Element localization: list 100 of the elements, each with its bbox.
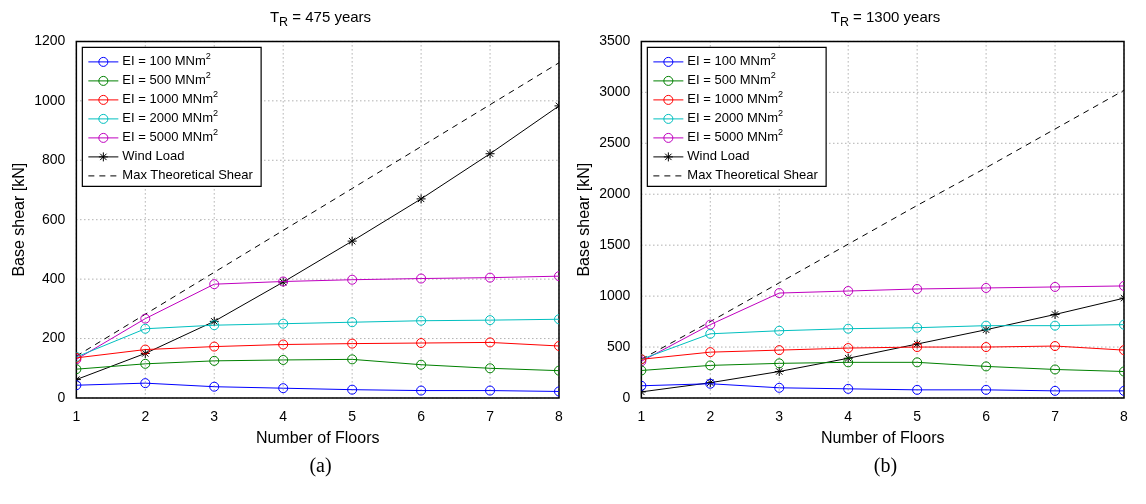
x-tick-label: 5 <box>348 408 357 425</box>
point <box>981 384 992 395</box>
y-tick-label: 600 <box>41 210 66 227</box>
point <box>843 357 854 368</box>
y-tick-label: 1000 <box>34 91 66 108</box>
point <box>347 317 358 328</box>
point <box>209 279 220 290</box>
point <box>1050 341 1061 352</box>
point <box>912 342 923 353</box>
legend-label: Max Theoretical Shear <box>122 167 254 183</box>
point <box>981 342 992 353</box>
y-axis-title: Base shear [kN] <box>10 162 28 277</box>
x-tick-label: 1 <box>637 408 646 425</box>
y-tick-label: 3500 <box>599 32 631 49</box>
x-tick-label: 6 <box>417 408 426 425</box>
point <box>485 363 496 374</box>
legend-label: Wind Load <box>122 148 185 164</box>
point <box>705 319 716 330</box>
point <box>774 358 785 369</box>
x-tick-label: 5 <box>913 408 922 425</box>
x-axis-title: Number of Floors <box>255 428 380 446</box>
point <box>278 383 289 394</box>
point <box>140 358 151 369</box>
point <box>209 316 220 327</box>
point <box>981 324 992 335</box>
point <box>347 338 358 349</box>
x-tick-label: 6 <box>982 408 991 425</box>
x-tick-label: 3 <box>210 408 219 425</box>
point <box>278 318 289 329</box>
y-tick-label: 500 <box>606 337 631 354</box>
y-tick-label: 1200 <box>34 32 66 49</box>
x-tick-label: 3 <box>775 408 784 425</box>
point <box>209 320 220 331</box>
point <box>912 339 923 349</box>
point <box>416 385 427 396</box>
point <box>774 366 785 377</box>
point <box>912 322 923 333</box>
point <box>843 353 854 364</box>
point <box>705 360 716 371</box>
point <box>981 320 992 331</box>
point <box>140 348 151 359</box>
point <box>912 357 923 368</box>
point <box>774 345 785 356</box>
x-tick-label: 4 <box>844 408 853 425</box>
y-tick-label: 800 <box>41 151 66 168</box>
legend-label: Wind Load <box>687 148 750 164</box>
point <box>912 283 923 294</box>
point <box>209 381 220 392</box>
point <box>278 339 289 350</box>
point <box>981 282 992 293</box>
y-tick-label: 400 <box>41 269 66 286</box>
point <box>705 347 716 358</box>
chart-title: T$_{R}$ = 1300 years <box>829 8 941 30</box>
y-tick-label: 2500 <box>599 134 631 151</box>
point <box>843 383 854 394</box>
legend-label: Max Theoretical Shear <box>687 167 819 183</box>
x-tick-label: 7 <box>1051 408 1060 425</box>
point <box>485 315 496 326</box>
point <box>485 272 496 283</box>
point <box>1050 385 1061 396</box>
point <box>774 325 785 336</box>
point <box>278 354 289 365</box>
y-tick-label: 1500 <box>599 236 631 253</box>
x-tick-label: 8 <box>555 408 564 425</box>
x-tick-label: 7 <box>486 408 495 425</box>
point <box>1050 364 1061 375</box>
point <box>843 343 854 354</box>
point <box>774 382 785 393</box>
point <box>485 148 496 159</box>
x-tick-label: 2 <box>141 408 150 425</box>
point <box>843 323 854 334</box>
point <box>981 361 992 372</box>
y-tick-label: 1000 <box>599 286 631 303</box>
point <box>416 338 427 349</box>
y-tick-label: 2000 <box>599 185 631 202</box>
point <box>140 344 151 355</box>
point <box>209 341 220 352</box>
point <box>1050 281 1061 292</box>
y-tick-label: 0 <box>57 388 66 405</box>
point <box>347 274 358 285</box>
point <box>485 385 496 396</box>
x-axis-title: Number of Floors <box>820 428 945 446</box>
chart-title: T$_{R}$ = 475 years <box>268 8 372 30</box>
x-tick-label: 2 <box>706 408 715 425</box>
x-tick-label: 1 <box>72 408 81 425</box>
point <box>1050 320 1061 331</box>
point <box>843 286 854 297</box>
point <box>485 337 496 348</box>
point <box>416 359 427 370</box>
point <box>140 378 151 389</box>
point <box>416 273 427 284</box>
point <box>774 288 785 299</box>
point <box>705 328 716 339</box>
point <box>347 354 358 365</box>
point <box>347 384 358 395</box>
point <box>416 315 427 326</box>
point <box>416 193 427 204</box>
text: (b) <box>872 454 898 477</box>
y-tick-label: 200 <box>41 329 66 346</box>
point <box>209 355 220 366</box>
